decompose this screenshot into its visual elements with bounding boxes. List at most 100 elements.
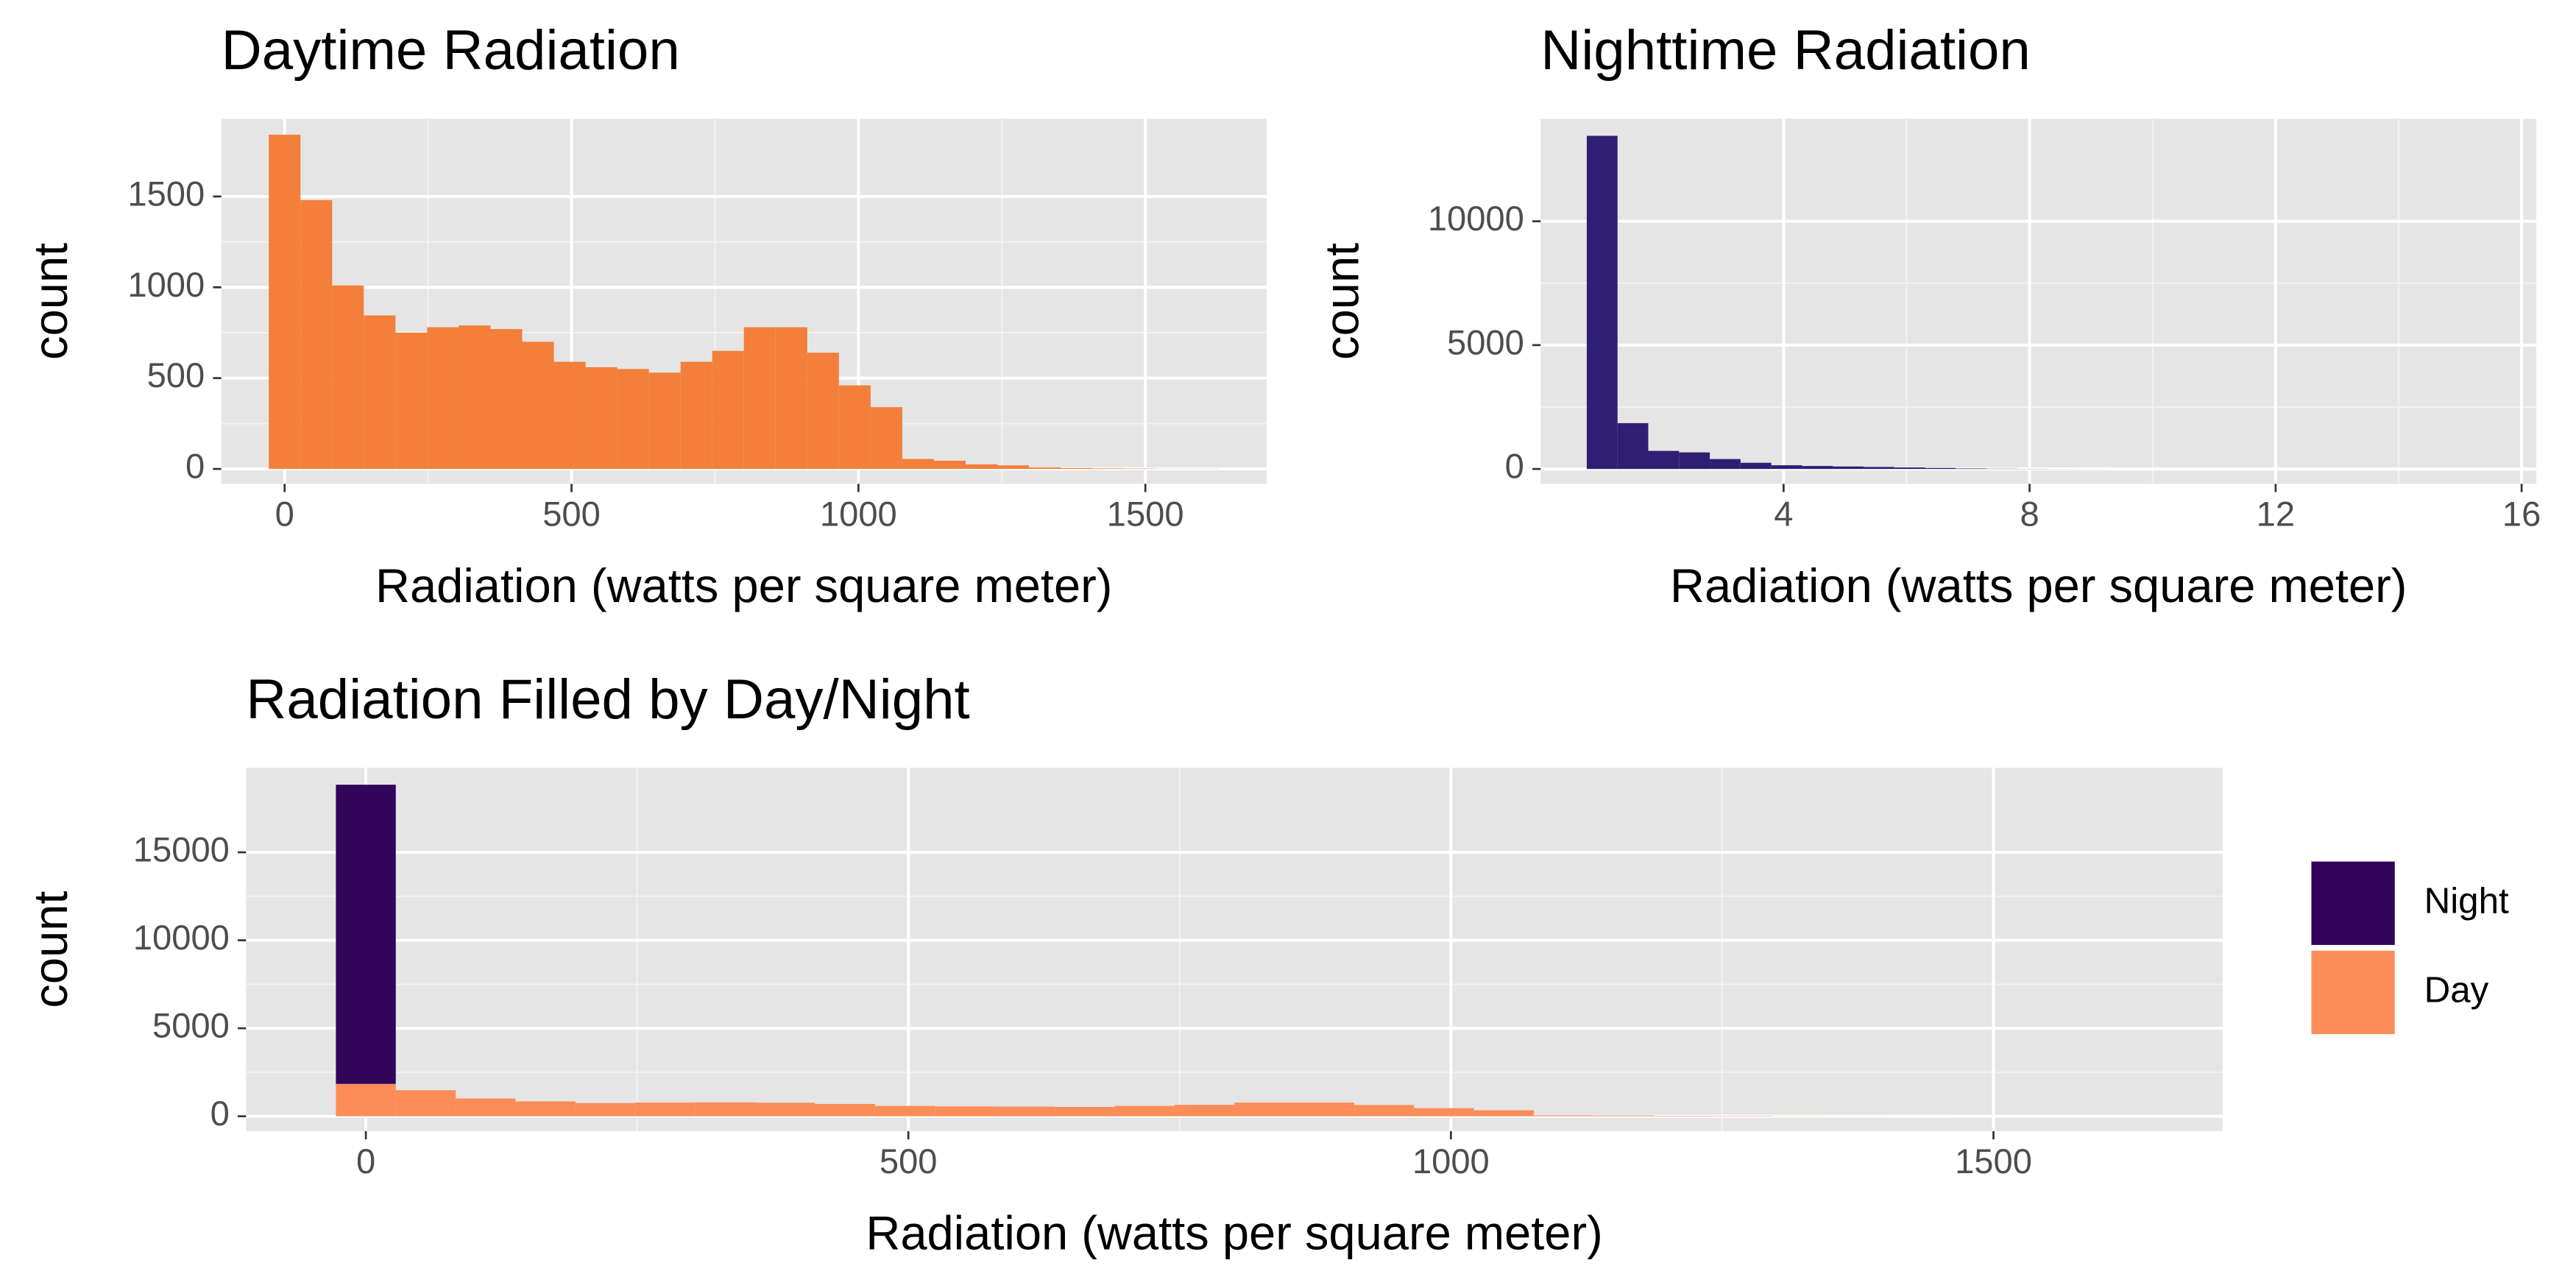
y-tick-label: 0 (1505, 447, 1524, 486)
histogram-bar (1740, 462, 1772, 470)
x-axis-title: Radiation (watts per square meter) (375, 559, 1112, 612)
histogram-bar (933, 461, 966, 470)
histogram-bar (575, 1103, 636, 1117)
x-tick-label: 0 (275, 495, 294, 534)
histogram-bar (874, 1105, 935, 1117)
histogram-bar (1617, 422, 1649, 470)
legend: Night Day (2309, 859, 2509, 1037)
histogram-bar (456, 1098, 516, 1117)
x-tick-label: 0 (356, 1142, 375, 1181)
x-tick-label: 8 (2020, 495, 2039, 534)
y-tick-label: 1500 (127, 174, 205, 213)
y-tick-label: 5000 (1447, 322, 1524, 361)
y-axis-title: count (24, 243, 77, 360)
y-tick-label: 5000 (152, 1006, 230, 1045)
histogram-bar (1114, 1105, 1175, 1117)
histogram-bar (269, 135, 301, 470)
histogram-bar (1771, 465, 1802, 470)
histogram-bar (1833, 466, 1864, 470)
histogram-bar (1092, 468, 1125, 470)
histogram-bar (743, 327, 776, 470)
x-axis-title: Radiation (watts per square meter) (1670, 559, 2407, 612)
chart-title: Nighttime Radiation (1540, 19, 2031, 82)
histogram-bar (427, 327, 459, 470)
histogram-bar (1894, 467, 1925, 470)
histogram-bar (336, 785, 396, 1084)
histogram-bar (459, 325, 491, 470)
histogram-bar (553, 361, 586, 470)
histogram-bar (1054, 1106, 1115, 1117)
chart-title: Daytime Radiation (222, 19, 680, 82)
histogram-bar (1533, 1115, 1594, 1117)
histogram-bar (1174, 1105, 1235, 1117)
legend-label: Day (2424, 969, 2489, 1010)
y-axis-title: count (24, 891, 77, 1008)
histogram-bar (807, 353, 839, 470)
x-tick-label: 1500 (1955, 1142, 2032, 1181)
histogram-bar (775, 327, 807, 470)
x-tick-label: 1000 (820, 495, 897, 534)
histogram-bar (395, 333, 428, 470)
y-tick-label: 500 (147, 355, 205, 394)
histogram-bar (300, 199, 333, 470)
histogram-bar (617, 369, 649, 470)
histogram-bar (336, 1083, 396, 1117)
histogram-bar (1802, 466, 1833, 470)
histogram-bar (838, 385, 871, 470)
x-tick-label: 500 (880, 1142, 938, 1181)
y-axis-title: count (1315, 243, 1369, 360)
y-tick-label: 0 (210, 1094, 230, 1133)
histogram-bar (1653, 1116, 1714, 1117)
chart-panel: 0 500 1000 1500 0 500 1000 1500 Daytime Radiatio… (24, 19, 1267, 612)
histogram-bar (712, 350, 744, 470)
plot-background (246, 768, 2223, 1131)
plot-background (1540, 118, 2537, 484)
histogram-bar (1956, 468, 1987, 470)
y-tick-label: 0 (185, 447, 205, 486)
histogram-bar (935, 1106, 995, 1117)
y-tick-label: 1000 (127, 265, 205, 304)
histogram-bar (522, 342, 554, 470)
x-tick-label: 1000 (1412, 1142, 1490, 1181)
histogram-bar (870, 407, 902, 470)
histogram-bar (1234, 1103, 1295, 1117)
chart-panel: 4 8 12 16 0 5000 10000 Nighttime Radiation Radia… (1315, 19, 2541, 612)
x-tick-label: 16 (2502, 495, 2541, 534)
y-tick-label: 10000 (133, 918, 230, 957)
histogram-bar (815, 1103, 875, 1117)
histogram-bar (395, 1090, 456, 1117)
histogram-bar (1061, 467, 1093, 470)
histogram-bar (1294, 1103, 1354, 1117)
x-tick-label: 4 (1774, 495, 1793, 534)
histogram-bar (1029, 467, 1061, 470)
histogram-bar (1354, 1105, 1415, 1117)
y-tick-label: 10000 (1428, 199, 1524, 238)
histogram-bar (1925, 467, 1956, 470)
histogram-bar (648, 372, 681, 470)
x-tick-label: 1500 (1107, 495, 1184, 534)
histogram-bar (1648, 450, 1680, 470)
histogram-bar (902, 459, 934, 470)
histogram-bar (965, 464, 998, 470)
chart-title: Radiation Filled by Day/Night (246, 668, 969, 731)
legend-label: Night (2424, 880, 2509, 921)
histogram-bar (1710, 459, 1741, 470)
histogram-bar (680, 361, 712, 470)
histogram-bar (994, 1106, 1055, 1117)
legend-key (2309, 859, 2398, 948)
histogram-bar (1679, 452, 1710, 470)
histogram-bar (585, 367, 618, 470)
legend-key (2309, 948, 2398, 1037)
x-axis-title: Radiation (watts per square meter) (866, 1206, 1602, 1260)
histogram-bar (1414, 1108, 1474, 1117)
histogram-bar (997, 465, 1030, 470)
histogram-bar (695, 1102, 756, 1117)
histogram-bar (515, 1101, 576, 1117)
x-tick-label: 12 (2257, 495, 2295, 534)
histogram-bar (1863, 467, 1894, 470)
histogram-bar (364, 315, 396, 470)
x-tick-label: 500 (542, 495, 601, 534)
histogram-bar (1586, 135, 1618, 470)
